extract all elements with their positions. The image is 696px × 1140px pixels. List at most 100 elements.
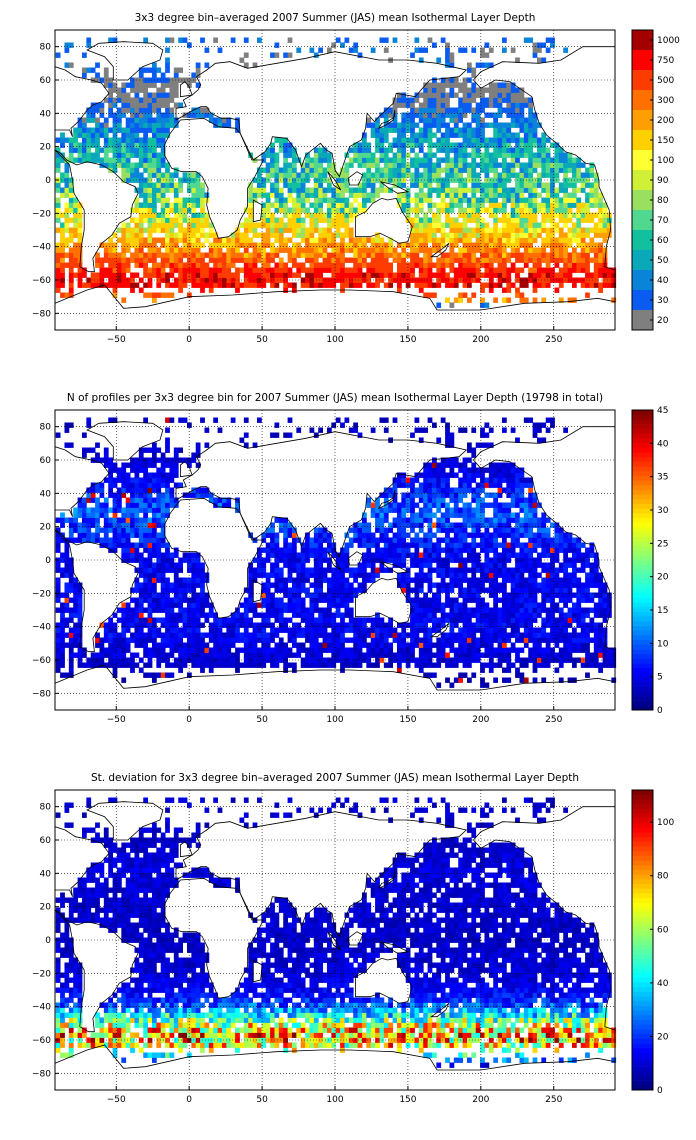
heatmap-cell — [309, 547, 315, 553]
heatmap-cell — [497, 257, 503, 263]
heatmap-cell — [585, 257, 590, 263]
heatmap-cell — [165, 562, 170, 568]
heatmap-cell — [60, 242, 65, 248]
heatmap-cell — [379, 277, 385, 283]
heatmap-cell — [200, 612, 205, 618]
heatmap-cell — [191, 612, 197, 618]
heatmap-cell — [138, 112, 144, 118]
heatmap-cell — [313, 527, 319, 533]
heatmap-cell — [580, 207, 586, 213]
heatmap-cell — [532, 287, 538, 293]
heatmap-cell — [60, 157, 65, 163]
heatmap-cell — [445, 202, 450, 208]
heatmap-cell — [480, 272, 485, 278]
heatmap-cell — [484, 232, 490, 238]
heatmap-cell — [60, 247, 65, 253]
heatmap-cell — [532, 282, 538, 288]
heatmap-cell — [488, 207, 494, 213]
heatmap-cell — [335, 177, 341, 183]
heatmap-cell — [278, 522, 284, 528]
heatmap-cell — [326, 282, 332, 288]
heatmap-cell — [77, 512, 83, 518]
heatmap-cell — [73, 232, 79, 238]
heatmap-cell — [108, 237, 114, 243]
heatmap-cell — [519, 167, 525, 173]
heatmap-cell — [519, 187, 525, 193]
heatmap-cell — [121, 467, 127, 473]
heatmap-cell — [545, 212, 551, 218]
heatmap-cell — [204, 222, 210, 228]
heatmap-cell — [151, 622, 157, 628]
heatmap-cell — [274, 597, 280, 603]
heatmap-cell — [147, 577, 153, 583]
heatmap-cell — [200, 212, 205, 218]
heatmap-cell — [423, 127, 429, 133]
heatmap-cell — [519, 237, 525, 243]
heatmap-cell — [593, 282, 599, 288]
heatmap-cell — [287, 272, 293, 278]
heatmap-cell — [55, 242, 61, 248]
heatmap-cell — [108, 247, 114, 253]
heatmap-cell — [506, 147, 512, 153]
heatmap-cell — [256, 637, 262, 643]
heatmap-cell — [252, 247, 258, 253]
heatmap-cell — [81, 127, 87, 133]
heatmap-cell — [173, 617, 179, 623]
heatmap-cell — [318, 607, 324, 613]
heatmap-cell — [283, 657, 289, 663]
heatmap-cell — [99, 647, 105, 653]
heatmap-cell — [558, 162, 564, 168]
heatmap-cell — [243, 267, 249, 273]
heatmap-cell — [143, 567, 149, 573]
heatmap-cell — [515, 132, 520, 138]
heatmap-cell — [226, 247, 232, 253]
heatmap-cell — [458, 132, 464, 138]
heatmap-cell — [252, 62, 258, 68]
heatmap-cell — [81, 52, 87, 58]
heatmap-cell — [182, 172, 188, 178]
heatmap-cell — [86, 492, 92, 498]
heatmap-cell — [108, 617, 114, 623]
heatmap-cell — [436, 247, 442, 253]
heatmap-cell — [270, 647, 275, 653]
heatmap-cell — [471, 137, 477, 143]
heatmap-cell — [287, 607, 293, 613]
heatmap-cell — [484, 157, 490, 163]
heatmap-cell — [108, 82, 114, 88]
heatmap-cell — [357, 242, 363, 248]
heatmap-cell — [160, 587, 166, 593]
heatmap-cell — [77, 647, 83, 653]
heatmap-cell — [248, 577, 254, 583]
heatmap-cell — [361, 262, 367, 268]
heatmap-cell — [497, 192, 503, 198]
heatmap-cell — [331, 207, 337, 213]
heatmap-cell — [309, 552, 315, 558]
heatmap-cell — [165, 612, 170, 618]
heatmap-cell — [160, 212, 166, 218]
heatmap-cell — [379, 182, 385, 188]
heatmap-cell — [165, 272, 170, 278]
heatmap-cell — [410, 242, 415, 248]
heatmap-cell — [541, 57, 547, 63]
heatmap-cell — [318, 227, 324, 233]
heatmap-cell — [248, 207, 254, 213]
heatmap-cell — [427, 137, 433, 143]
heatmap-cell — [440, 242, 446, 248]
heatmap-cell — [475, 62, 481, 68]
heatmap-cell — [178, 272, 184, 278]
heatmap-cell — [453, 107, 459, 113]
heatmap-cell — [156, 467, 162, 473]
heatmap-cell — [60, 632, 65, 638]
heatmap-cell — [291, 252, 297, 258]
heatmap-cell — [112, 632, 118, 638]
heatmap-cell — [73, 132, 79, 138]
heatmap-cell — [287, 587, 293, 593]
heatmap-cell — [195, 177, 201, 183]
heatmap-cell — [357, 152, 363, 158]
heatmap-cell — [296, 222, 302, 228]
colorbar-swatch — [632, 50, 653, 71]
heatmap-cell — [191, 567, 197, 573]
heatmap-cell — [361, 132, 367, 138]
heatmap-cell — [213, 247, 219, 253]
heatmap-cell — [344, 182, 350, 188]
